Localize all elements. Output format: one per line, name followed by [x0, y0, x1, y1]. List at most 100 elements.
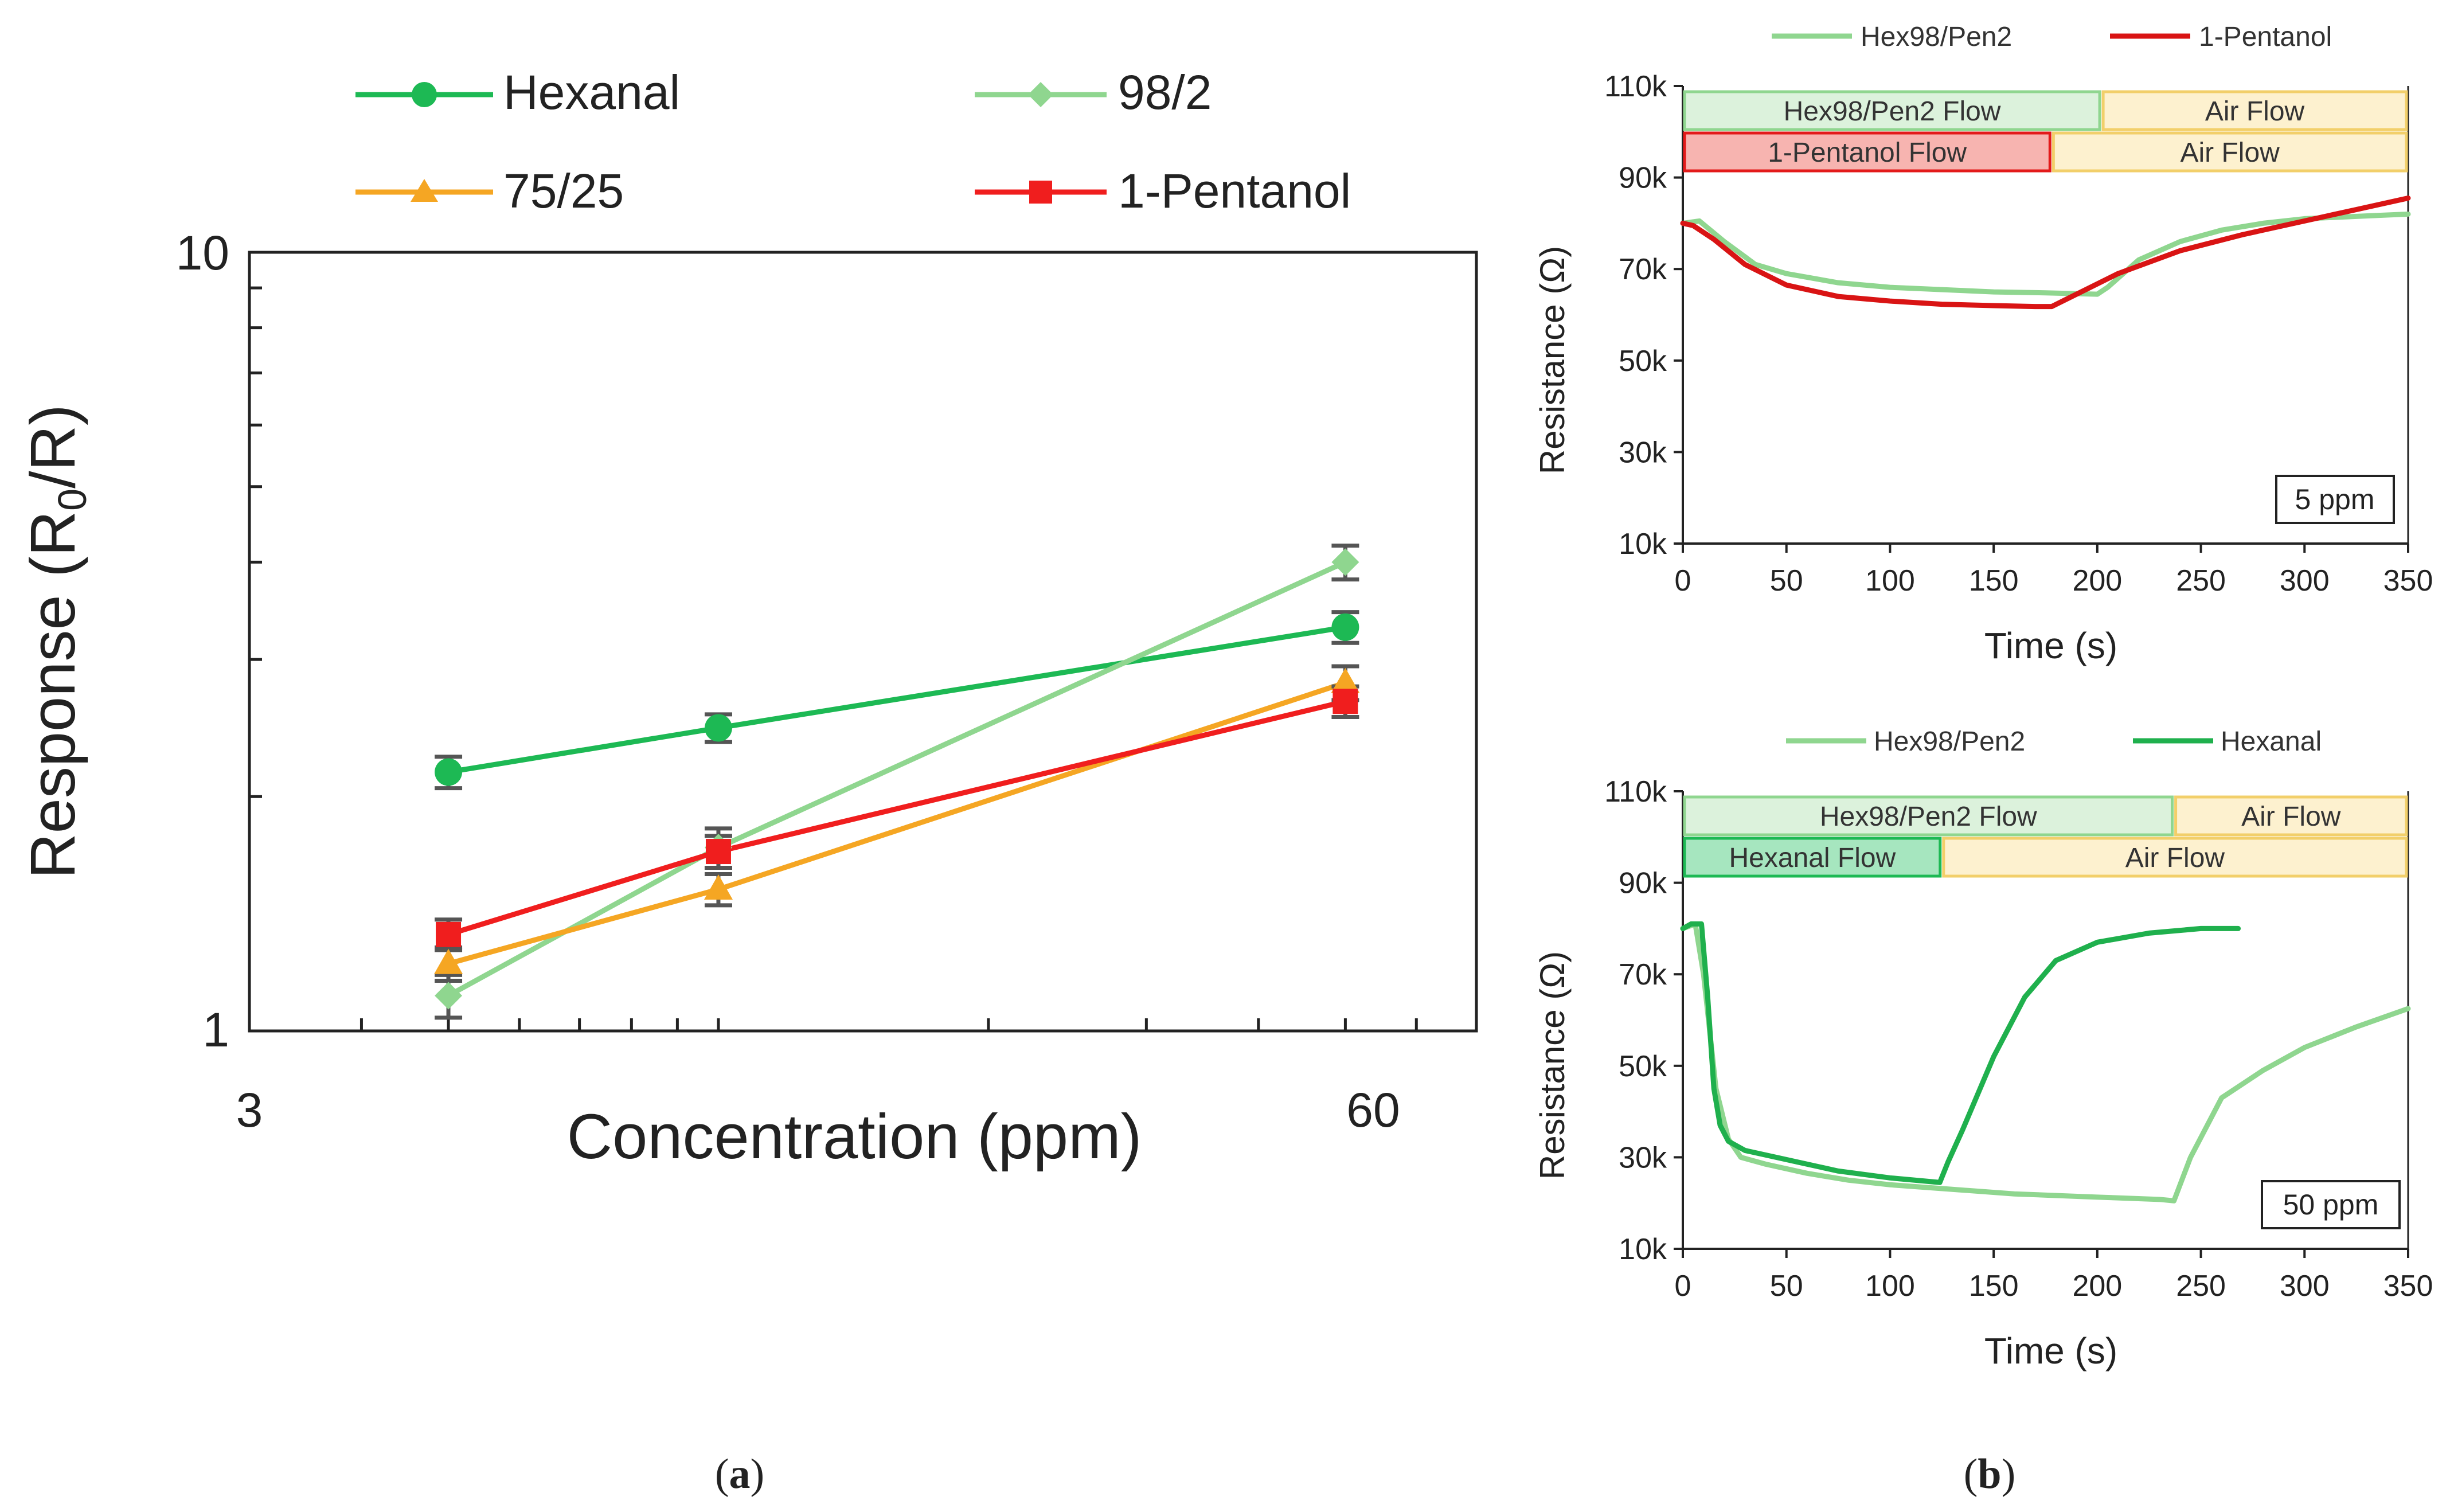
- subfigure-label-b: (b): [1964, 1451, 2015, 1498]
- legend-label-1-pentanol-top: 1-Pentanol: [2199, 22, 2332, 52]
- bb-ytick-label-90000: 90k: [1619, 867, 1667, 900]
- legend-label-98-2: 98/2: [1118, 65, 1212, 119]
- chart-a-series-lines: [447, 560, 1347, 998]
- flow-bar-label-air-flow-1: Air Flow: [2125, 843, 2225, 873]
- data-point-75-25-1: [704, 874, 733, 900]
- bb-xtick-label-100: 100: [1865, 1269, 1915, 1303]
- legend-label-1-pentanol: 1-Pentanol: [1118, 164, 1351, 218]
- flow-bar-hex98-pen2-flow-0: Hex98/Pen2 Flow: [1683, 90, 2101, 131]
- series-line-98-2: [447, 560, 1347, 998]
- data-point-98-2-2: [1331, 548, 1359, 576]
- legend-marker-1-pentanol: [1029, 181, 1052, 204]
- data-point-75-25-0: [434, 948, 463, 974]
- chart-b-bottom-annotation: 50 ppm: [2283, 1189, 2379, 1221]
- series-line-1-pentanol: [447, 698, 1346, 937]
- chart-b-top-x-axis-title: Time (s): [1984, 625, 2117, 666]
- chart-b-bottom: Hex98/Pen2 Hexanal Hex98/Pen2 Flow Air Fl…: [1533, 726, 2433, 1498]
- bb-xtick-label-250: 250: [2176, 1269, 2226, 1303]
- bb-xtick-label-0: 0: [1675, 1269, 1691, 1303]
- flow-bar-air-flow-1: Air Flow: [1942, 837, 2408, 878]
- subfigure-label-a-letter: a: [729, 1451, 751, 1498]
- bt-series-line-1-pentanol: [1680, 196, 2411, 310]
- bt-xtick-label-250: 250: [2176, 564, 2226, 597]
- bt-xtick-label-100: 100: [1865, 564, 1915, 597]
- chart-a-xtick-label-60: 60: [1346, 1083, 1400, 1137]
- legend-label-hex98-pen2-top: Hex98/Pen2: [1861, 22, 2012, 52]
- chart-b-bottom-x-ticks: 0 50 100 150 200 250 300 350: [1675, 1249, 2433, 1303]
- chart-b-top-annotation-box: [2275, 475, 2395, 524]
- chart-a-xtick-label-3: 3: [236, 1083, 263, 1137]
- flow-bar-label-air-flow-1: Air Flow: [2180, 138, 2280, 168]
- flow-bar-label-hex98-pen2-flow-0: Hex98/Pen2 Flow: [1820, 802, 2037, 832]
- chart-a-markers: [434, 548, 1360, 1010]
- flow-bar-air-flow-0: Air Flow: [2101, 90, 2408, 131]
- flow-bar-air-flow-1: Air Flow: [2051, 131, 2408, 173]
- chart-a-plot-frame: [248, 251, 1478, 1033]
- chart-a-ytick-label-1: 1: [202, 1003, 229, 1057]
- chart-b-bottom-x-axis-title: Time (s): [1984, 1330, 2117, 1372]
- bb-series-line-hexanal: [1680, 921, 2241, 1185]
- chart-b-top-x-ticks: 0 50 100 150 200 250 300 350: [1675, 544, 2433, 597]
- chart-b-top: Hex98/Pen2 1-Pentanol Hex98/Pen2 Flow Air…: [1533, 22, 2433, 666]
- legend-marker-hexanal: [412, 82, 437, 107]
- chart-a-ytick-label-10: 10: [176, 226, 229, 280]
- chart-b-top-plot-area: [1682, 86, 2409, 545]
- chart-a-legend: Hexanal 98/2 75/25 1-Pentanol: [355, 65, 1351, 218]
- chart-b-top-legend: Hex98/Pen2 1-Pentanol: [1772, 22, 2332, 52]
- chart-b-bottom-plot-area: [1682, 791, 2409, 1250]
- chart-b-bottom-legend: Hex98/Pen2 Hexanal: [1786, 726, 2322, 757]
- chart-b-top-annotation: 5 ppm: [2295, 483, 2375, 515]
- legend-item-hexanal: Hexanal: [355, 65, 680, 119]
- chart-a-y-axis-title-prefix: Response (R: [18, 511, 88, 879]
- series-line-hexanal: [448, 624, 1346, 775]
- chart-a-y-axis-title: Response (R0/R): [18, 404, 95, 879]
- chart-b-top-y-axis-title: Resistance (Ω): [1533, 246, 1572, 474]
- chart-a-minor-ticks: [249, 251, 1418, 1033]
- bt-xtick-label-0: 0: [1675, 564, 1691, 597]
- subfigure-label-a: (a): [715, 1451, 764, 1498]
- bb-series-line-hex98-pen2: [1680, 921, 2411, 1204]
- bt-ytick-label-110000: 110k: [1604, 70, 1667, 103]
- chart-a-y-axis-title-suffix: /R): [18, 404, 88, 489]
- legend-label-hex98-pen2-bottom: Hex98/Pen2: [1874, 726, 2025, 757]
- bt-xtick-label-350: 350: [2383, 564, 2433, 597]
- chart-a-x-axis-title: Concentration (ppm): [567, 1101, 1142, 1172]
- data-point-hexanal-1: [704, 714, 732, 742]
- flow-bar-label-air-flow-0: Air Flow: [2205, 96, 2305, 127]
- data-point-1-pentanol-2: [1332, 689, 1358, 714]
- bt-xtick-label-50: 50: [1770, 564, 1803, 597]
- chart-b-bottom-y-ticks: 10k 30k 50k 70k 90k 110k: [1604, 775, 1683, 1266]
- chart-a-y-axis-title-subscript: 0: [50, 489, 95, 511]
- chart-b-bottom-y-axis-title: Resistance (Ω): [1533, 951, 1572, 1179]
- bb-xtick-label-300: 300: [2280, 1269, 2330, 1303]
- bb-ytick-label-50000: 50k: [1619, 1050, 1667, 1083]
- legend-marker-98-2: [1028, 82, 1053, 107]
- chart-b-top-y-ticks: 10k 30k 50k 70k 90k 110k: [1604, 70, 1683, 561]
- bb-xtick-label-350: 350: [2383, 1269, 2433, 1303]
- data-point-hexanal-2: [1331, 613, 1359, 641]
- flow-bar-1-pentanol-flow-1: 1-Pentanol Flow: [1683, 131, 2051, 173]
- flow-bar-hex98-pen2-flow-0: Hex98/Pen2 Flow: [1683, 795, 2174, 837]
- subfigure-label-b-letter: b: [1978, 1451, 2001, 1498]
- bt-ytick-label-90000: 90k: [1619, 162, 1667, 195]
- bt-ytick-label-10000: 10k: [1619, 528, 1667, 561]
- chart-b-bottom-flow-bars: Hex98/Pen2 Flow Air Flow Hexanal Flow Air F…: [1683, 795, 2408, 878]
- bb-xtick-label-150: 150: [1969, 1269, 2019, 1303]
- chart-b-bottom-annotation-box: [2261, 1180, 2401, 1229]
- chart-a: Hexanal 98/2 75/25 1-Pentanol 10 1: [18, 65, 1478, 1498]
- bb-ytick-label-110000: 110k: [1604, 775, 1667, 808]
- bt-ytick-label-30000: 30k: [1619, 436, 1667, 469]
- chart-b-top-series-lines: [1680, 196, 2411, 310]
- chart-b-bottom-series-lines: [1680, 921, 2411, 1204]
- data-point-98-2-0: [435, 982, 463, 1010]
- legend-item-75-25: 75/25: [355, 164, 624, 218]
- flow-bar-label-air-flow-0: Air Flow: [2241, 802, 2341, 832]
- bt-xtick-label-200: 200: [2072, 564, 2122, 597]
- data-point-hexanal-0: [435, 758, 463, 786]
- bb-ytick-label-30000: 30k: [1619, 1141, 1667, 1174]
- bt-xtick-label-150: 150: [1969, 564, 2019, 597]
- bt-ytick-label-70000: 70k: [1619, 253, 1667, 286]
- flow-bar-label-hexanal-flow-1: Hexanal Flow: [1729, 843, 1896, 873]
- legend-label-hexanal-bottom: Hexanal: [2221, 726, 2322, 757]
